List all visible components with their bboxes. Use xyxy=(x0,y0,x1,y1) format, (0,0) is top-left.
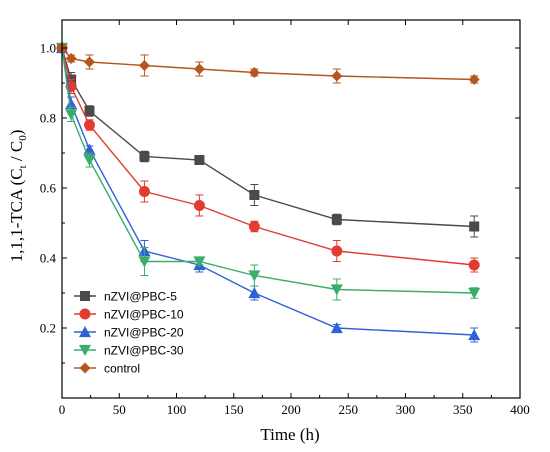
data-point xyxy=(138,256,151,268)
data-point xyxy=(83,56,95,68)
data-point xyxy=(84,106,95,116)
data-point xyxy=(83,154,96,166)
legend-entry-1: nZVI@PBC-5 xyxy=(74,290,177,304)
y-axis-title-mid: / C xyxy=(7,141,26,166)
data-point xyxy=(469,221,480,232)
x-tick-label: 0 xyxy=(59,402,66,417)
series-4 xyxy=(56,42,481,301)
legend-marker xyxy=(80,291,90,301)
data-point xyxy=(139,151,150,162)
y-axis-title-suffix: ) xyxy=(7,130,26,136)
y-tick-label: 1.0 xyxy=(40,41,56,56)
legend-entry-3: nZVI@PBC-20 xyxy=(74,326,184,340)
data-point xyxy=(194,155,205,165)
legend-label: nZVI@PBC-30 xyxy=(104,344,184,358)
series-line xyxy=(61,47,475,81)
legend-label: nZVI@PBC-5 xyxy=(104,290,177,304)
x-tick-label: 300 xyxy=(396,402,416,417)
legend-label: nZVI@PBC-10 xyxy=(104,308,184,322)
legend-entry-2: nZVI@PBC-10 xyxy=(74,308,184,322)
legend: nZVI@PBC-5 nZVI@PBC-10 nZVI@PBC-20 nZVI@PBC… xyxy=(74,290,184,376)
x-tick-label: 150 xyxy=(224,402,244,417)
x-axis-title: Time (h) xyxy=(260,425,319,444)
data-point xyxy=(331,70,343,82)
data-point xyxy=(331,214,342,225)
data-point xyxy=(193,63,205,75)
data-point xyxy=(248,221,260,232)
y-axis-title-sub2: 0 xyxy=(17,135,29,141)
data-point xyxy=(248,67,260,78)
y-axis-title: 1,1,1-TCA (Ct / C0) xyxy=(7,130,29,263)
series-5 xyxy=(56,42,480,85)
data-point xyxy=(468,329,481,341)
data-point xyxy=(193,256,206,268)
x-tick-label: 200 xyxy=(281,402,301,417)
y-axis-title-sub1: t xyxy=(17,165,29,168)
data-point xyxy=(330,284,343,296)
y-tick-label: 0.6 xyxy=(40,181,57,196)
y-tick-label: 0.8 xyxy=(40,111,56,126)
y-tick-label: 0.2 xyxy=(40,321,56,336)
x-tick-label: 250 xyxy=(339,402,359,417)
data-point xyxy=(65,53,77,64)
legend-marker xyxy=(79,308,91,320)
data-point xyxy=(65,109,78,121)
legend-entry-5: control xyxy=(74,362,140,376)
legend-marker xyxy=(79,326,91,338)
series-line xyxy=(61,47,475,266)
data-point xyxy=(331,245,343,257)
series-line xyxy=(61,47,475,228)
x-tick-label: 50 xyxy=(113,402,126,417)
series-line xyxy=(61,47,475,294)
legend-entry-4: nZVI@PBC-30 xyxy=(74,344,184,358)
x-tick-label: 350 xyxy=(453,402,473,417)
data-point xyxy=(193,200,205,211)
x-tick-label: 400 xyxy=(510,402,530,417)
data-point xyxy=(65,98,78,110)
data-point xyxy=(468,287,481,299)
axes-layer: 0 50 100 150 200 250 300 350 400 0.2 0.4 0.6 0.8 1.0 xyxy=(40,19,530,417)
data-point xyxy=(468,74,480,85)
legend-marker xyxy=(79,362,91,374)
series-layer xyxy=(56,42,481,343)
data-point xyxy=(83,119,95,131)
data-point xyxy=(248,270,261,282)
data-point xyxy=(138,60,150,71)
data-point xyxy=(138,186,150,197)
x-tick-label: 100 xyxy=(167,402,187,417)
data-point xyxy=(468,259,480,271)
legend-marker xyxy=(79,344,91,356)
series-2 xyxy=(56,42,480,273)
y-axis-title-prefix: 1,1,1-TCA (C xyxy=(7,168,26,262)
data-point xyxy=(248,287,261,299)
legend-label: nZVI@PBC-20 xyxy=(104,326,184,340)
data-point xyxy=(330,322,343,334)
legend-label: control xyxy=(104,362,140,376)
plot-frame xyxy=(61,19,521,399)
y-tick-label: 0.4 xyxy=(40,251,57,266)
data-point xyxy=(249,190,260,200)
